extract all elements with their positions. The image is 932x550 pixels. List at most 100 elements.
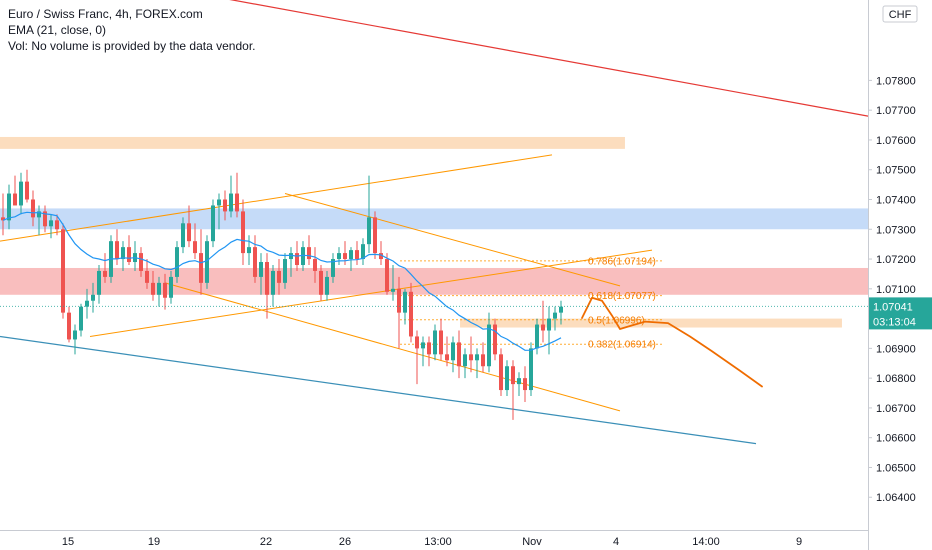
candle [199, 229, 203, 295]
candle [31, 190, 35, 227]
candle [13, 175, 17, 206]
candle [427, 336, 431, 367]
candle [391, 265, 395, 301]
candle-body [433, 330, 437, 355]
candle [517, 372, 521, 397]
candle [367, 175, 371, 254]
candle-body [403, 291, 407, 313]
candle-body [493, 324, 497, 355]
candle-body [535, 324, 539, 349]
candle [331, 253, 335, 283]
candle-body [115, 241, 119, 260]
candle-body [307, 247, 311, 260]
blue-trendline [0, 335, 757, 445]
candle [505, 360, 509, 397]
candle-body [229, 193, 233, 212]
candle [433, 324, 437, 361]
orange-zone-top [0, 136, 625, 149]
candle [301, 241, 305, 271]
candle-body [397, 288, 401, 313]
symbol-title[interactable]: Euro / Swiss Franc, 4h, FOREX.com [8, 7, 203, 21]
price-tick-label: 1.06400 [876, 492, 916, 504]
price-tick-label: 1.07600 [876, 135, 916, 147]
price-axis[interactable]: 1.07800 1.07700 1.07600 1.07500 1.07400 1.073… [868, 0, 932, 550]
candle [265, 253, 269, 319]
candle-body [145, 270, 149, 283]
candle [499, 348, 503, 397]
volume-legend[interactable]: Vol: No volume is provided by the data v… [8, 39, 256, 53]
candle [355, 241, 359, 265]
candle-body [367, 217, 371, 245]
candle [307, 235, 311, 265]
candle [103, 253, 107, 283]
candle [91, 282, 95, 313]
candle-body [361, 244, 365, 260]
time-tick-label: 19 [148, 536, 160, 548]
candle-body [19, 181, 23, 206]
candle-body [217, 199, 221, 206]
candle-body [457, 342, 461, 367]
candle-body [301, 247, 305, 265]
candle [181, 217, 185, 254]
candle-body [427, 342, 431, 355]
countdown-label: 03:13:04 [873, 316, 916, 328]
candle [217, 193, 221, 230]
candle [409, 282, 413, 343]
candle-body [61, 229, 65, 313]
candle-body [409, 291, 413, 337]
ema-legend[interactable]: EMA (21, close, 0) [8, 23, 107, 37]
candle [73, 324, 77, 355]
candle [559, 300, 563, 325]
candle [541, 300, 545, 343]
candle [337, 247, 341, 265]
candle [223, 190, 227, 221]
time-tick-label: 13:00 [424, 536, 452, 548]
red-trendline [229, 0, 869, 117]
candle-body [337, 253, 341, 260]
time-tick-label: 9 [796, 536, 802, 548]
price-tick-label: 1.07400 [876, 194, 916, 206]
candle [253, 235, 257, 283]
candle [325, 270, 329, 301]
candle [127, 235, 131, 265]
candle [511, 360, 515, 420]
candle [235, 172, 239, 218]
fib-level-label: 0.382(1.06914) [588, 340, 656, 351]
candle [463, 348, 467, 379]
price-tick-label: 1.07700 [876, 105, 916, 117]
candle [529, 342, 533, 397]
time-tick-label: 26 [339, 536, 351, 548]
candle [379, 241, 383, 265]
candle-body [523, 378, 527, 391]
candle [475, 348, 479, 379]
candle [487, 312, 491, 373]
time-axis[interactable]: 15 19 22 26 13:00 Nov 4 14:00 9 [0, 530, 868, 550]
candle-body [259, 262, 263, 277]
trend-lines [0, 0, 869, 445]
candle-body [13, 193, 17, 206]
candle [271, 265, 275, 307]
fib-level-label: 0.786(1.07194) [588, 256, 656, 267]
candle [145, 259, 149, 289]
candle-body [187, 223, 191, 242]
ema-polyline [2, 211, 562, 351]
candle [37, 205, 41, 236]
candle [385, 253, 389, 295]
candle-body [373, 217, 377, 254]
candle [157, 276, 161, 307]
candle [283, 253, 287, 289]
candle [67, 306, 71, 343]
candle [553, 306, 557, 331]
candle [361, 238, 365, 265]
price-tags: CHF 1.07041 03:13:04 [0, 5, 932, 330]
candle-body [265, 262, 269, 295]
candle [247, 235, 251, 265]
currency-badge-label: CHF [889, 9, 912, 21]
candle-body [43, 211, 47, 227]
candle-body [25, 181, 29, 200]
candle-body [487, 324, 491, 367]
candle-body [247, 247, 251, 254]
candle [85, 288, 89, 319]
candle [259, 253, 263, 295]
